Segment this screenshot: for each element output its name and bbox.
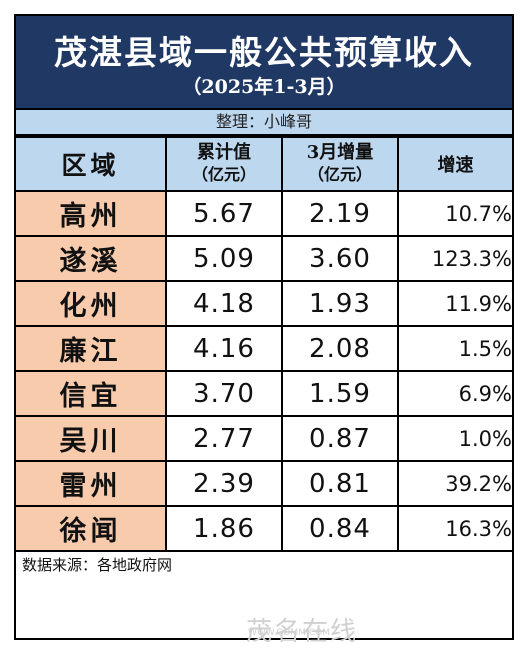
growth-cell: 6.9% bbox=[397, 370, 512, 417]
header-growth: 增速 bbox=[397, 136, 512, 192]
region-cell: 吴川 bbox=[16, 415, 167, 462]
table-row: 信宜 3.70 1.59 6.9% bbox=[16, 370, 512, 417]
cumulative-cell: 4.18 bbox=[165, 280, 283, 327]
march-cell: 2.08 bbox=[281, 325, 399, 372]
revenue-table: 区域 累计值 （亿元） 3月增量 （亿元） 增速 高州 5.67 2.19 10… bbox=[16, 136, 512, 552]
march-cell: 0.84 bbox=[281, 505, 399, 552]
region-cell: 化州 bbox=[16, 280, 167, 327]
cumulative-cell: 5.09 bbox=[165, 235, 283, 282]
table-row: 吴川 2.77 0.87 1.0% bbox=[16, 415, 512, 462]
header-cumulative-unit: （亿元） bbox=[191, 165, 256, 184]
region-cell: 雷州 bbox=[16, 460, 167, 507]
region-cell: 廉江 bbox=[16, 325, 167, 372]
table-row: 化州 4.18 1.93 11.9% bbox=[16, 280, 512, 327]
region-cell: 信宜 bbox=[16, 370, 167, 417]
growth-cell: 123.3% bbox=[397, 235, 512, 282]
march-cell: 0.81 bbox=[281, 460, 399, 507]
growth-cell: 11.9% bbox=[397, 280, 512, 327]
cumulative-cell: 4.16 bbox=[165, 325, 283, 372]
title-band: 茂湛县域一般公共预算收入 （2025年1-3月） bbox=[16, 16, 512, 110]
cumulative-cell: 1.86 bbox=[165, 505, 283, 552]
growth-cell: 16.3% bbox=[397, 505, 512, 552]
table-row: 徐闻 1.86 0.84 16.3% bbox=[16, 505, 512, 552]
growth-cell: 1.0% bbox=[397, 415, 512, 462]
march-cell: 3.60 bbox=[281, 235, 399, 282]
watermark-url: WWW.GDMM.COM bbox=[248, 628, 330, 638]
growth-cell: 39.2% bbox=[397, 460, 512, 507]
header-row: 区域 累计值 （亿元） 3月增量 （亿元） 增速 bbox=[16, 136, 512, 192]
march-cell: 1.93 bbox=[281, 280, 399, 327]
header-march-label: 3月增量 bbox=[306, 142, 374, 163]
header-march: 3月增量 （亿元） bbox=[281, 136, 399, 192]
region-cell: 遂溪 bbox=[16, 235, 167, 282]
table-row: 雷州 2.39 0.81 39.2% bbox=[16, 460, 512, 507]
growth-cell: 10.7% bbox=[397, 190, 512, 237]
compiler-credit: 整理：小峰哥 bbox=[16, 110, 512, 136]
table-row: 高州 5.67 2.19 10.7% bbox=[16, 190, 512, 237]
cumulative-cell: 3.70 bbox=[165, 370, 283, 417]
march-cell: 2.19 bbox=[281, 190, 399, 237]
march-cell: 1.59 bbox=[281, 370, 399, 417]
period-subtitle: （2025年1-3月） bbox=[182, 76, 346, 98]
header-region: 区域 bbox=[16, 136, 167, 192]
march-cell: 0.87 bbox=[281, 415, 399, 462]
cumulative-cell: 5.67 bbox=[165, 190, 283, 237]
region-cell: 高州 bbox=[16, 190, 167, 237]
table-frame: 茂湛县域一般公共预算收入 （2025年1-3月） 整理：小峰哥 区域 累计值 （… bbox=[14, 14, 514, 640]
page-title: 茂湛县域一般公共预算收入 bbox=[54, 33, 474, 72]
growth-cell: 1.5% bbox=[397, 325, 512, 372]
data-source-note: 数据来源：各地政府网 bbox=[22, 556, 173, 574]
table-row: 遂溪 5.09 3.60 123.3% bbox=[16, 235, 512, 282]
header-cumulative: 累计值 （亿元） bbox=[165, 136, 283, 192]
watermark-logo: 茂名在线 bbox=[245, 617, 358, 647]
region-cell: 徐闻 bbox=[16, 505, 167, 552]
table-row: 廉江 4.16 2.08 1.5% bbox=[16, 325, 512, 372]
header-march-unit: （亿元） bbox=[307, 165, 372, 184]
cumulative-cell: 2.77 bbox=[165, 415, 283, 462]
header-cumulative-label: 累计值 bbox=[197, 142, 251, 163]
cumulative-cell: 2.39 bbox=[165, 460, 283, 507]
